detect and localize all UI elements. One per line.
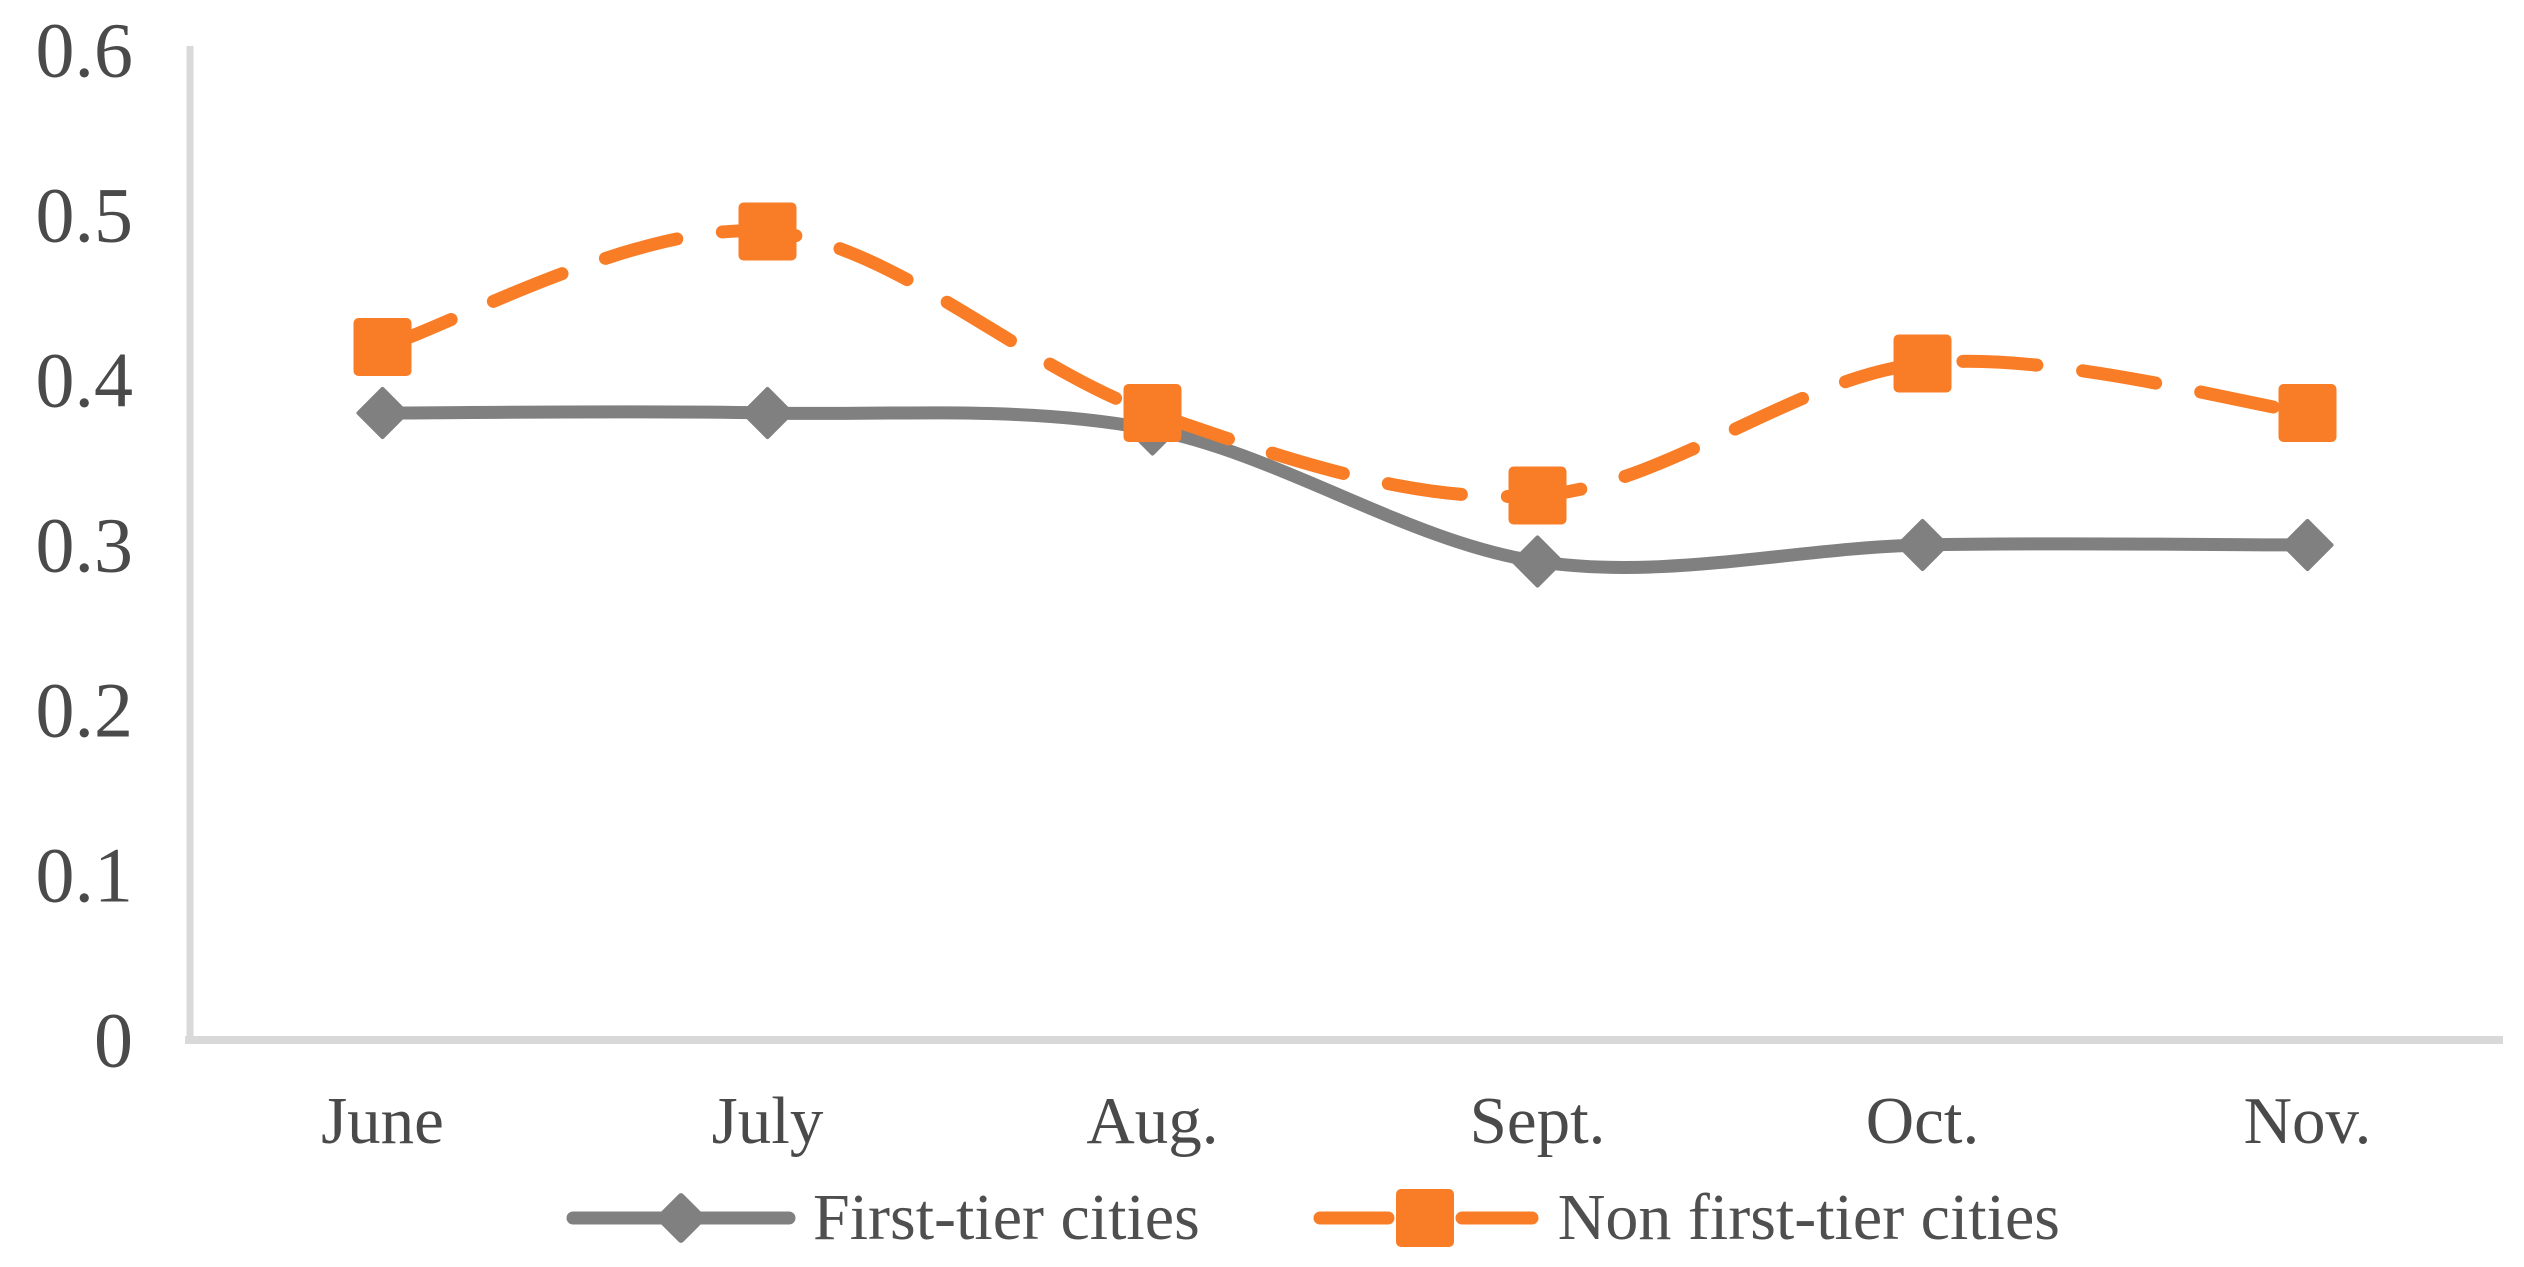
diamond-marker: [356, 386, 409, 440]
y-tick-label: 0.2: [36, 667, 134, 754]
diamond-marker: [2281, 518, 2334, 572]
y-tick-label: 0.3: [36, 502, 134, 589]
series-line-0: [376, 405, 2314, 574]
legend-label-non-first-tier: Non first-tier cities: [1557, 1181, 2060, 1254]
square-marker: [1508, 466, 1567, 525]
x-axis-labels: June July Aug. Sept. Oct. Nov.: [321, 1084, 2371, 1158]
x-axis-label: July: [712, 1084, 824, 1158]
series-line-1: [376, 224, 2314, 503]
x-axis-label: Nov.: [2244, 1084, 2372, 1158]
diamond-marker: [1896, 518, 1949, 572]
first-tier-line-sample-icon: [566, 1193, 796, 1243]
data-series: [353, 202, 2337, 588]
non-first-tier-line-sample-icon: [1313, 1189, 1539, 1247]
y-tick-labels: 0 0.1 0.2 0.3 0.4 0.5 0.6: [36, 7, 134, 1084]
square-marker: [1123, 384, 1182, 442]
y-tick-label: 0: [94, 997, 133, 1084]
legend-item-first-tier: First-tier cities: [565, 1176, 1200, 1260]
x-axis-label: Oct.: [1866, 1084, 1980, 1158]
legend: First-tier cities Non first-tier cities: [565, 1176, 2060, 1260]
square-marker: [353, 318, 412, 376]
square-marker: [2278, 384, 2337, 442]
x-axis-label: June: [321, 1084, 444, 1158]
legend-item-non-first-tier: Non first-tier cities: [1310, 1176, 2060, 1260]
axes: [185, 46, 2503, 1044]
legend-label-first-tier: First-tier cities: [813, 1181, 1200, 1254]
y-tick-label: 0.1: [36, 832, 134, 919]
x-axis-label: Aug.: [1086, 1084, 1218, 1158]
x-axis-label: Sept.: [1470, 1084, 1606, 1158]
y-tick-label: 0.6: [36, 7, 134, 94]
y-tick-label: 0.4: [36, 337, 134, 424]
square-marker: [738, 202, 797, 261]
square-marker: [1893, 334, 1952, 393]
diamond-marker: [741, 386, 794, 440]
diamond-marker: [1511, 535, 1564, 588]
y-tick-label: 0.5: [36, 172, 134, 259]
